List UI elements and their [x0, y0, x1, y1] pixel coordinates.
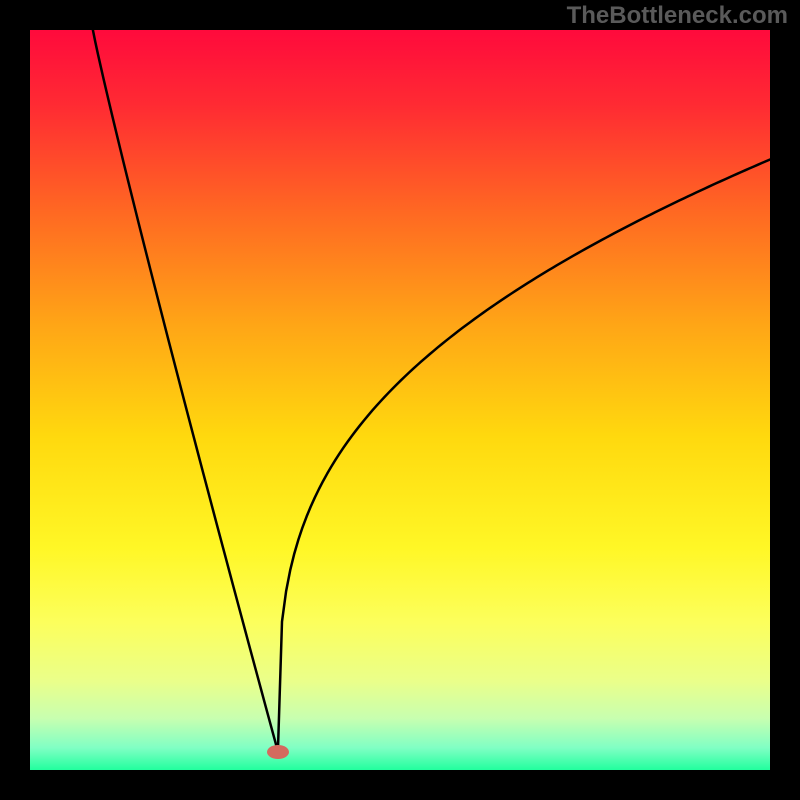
chart-container: TheBottleneck.com: [0, 0, 800, 800]
plot-area: [30, 30, 770, 770]
minimum-marker: [267, 745, 289, 759]
watermark-text: TheBottleneck.com: [567, 2, 788, 30]
curve-path: [93, 30, 770, 752]
bottleneck-curve: [30, 30, 770, 770]
